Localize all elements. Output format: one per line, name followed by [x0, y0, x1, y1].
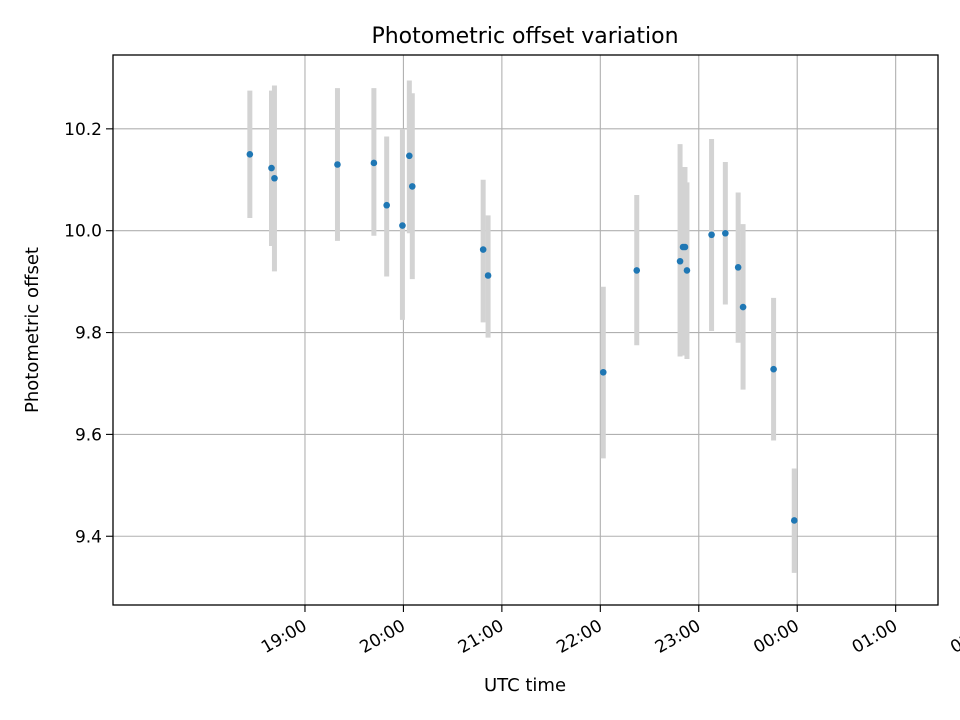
- data-point: [739, 303, 747, 311]
- data-point: [681, 243, 689, 251]
- data-point: [484, 272, 492, 279]
- data-point: [479, 246, 487, 253]
- data-point: [708, 231, 715, 239]
- data-point: [370, 159, 378, 167]
- x-tick-label: 23:00: [652, 616, 704, 658]
- data-point: [676, 257, 684, 265]
- data-point: [408, 183, 416, 190]
- data-point: [633, 267, 641, 274]
- data-point: [722, 229, 729, 237]
- data-point: [399, 222, 406, 229]
- x-axis-label: UTC time: [484, 675, 566, 696]
- y-tick-label: 9.8: [75, 324, 102, 344]
- y-axis-label: Photometric offset: [22, 247, 43, 413]
- data-point: [734, 264, 742, 271]
- y-axis-ticks: 9.4 9.6 9.8 10.0 10.2: [64, 120, 113, 547]
- data-point: [599, 368, 607, 376]
- x-tick-label: 01:00: [849, 616, 901, 658]
- y-tick-label: 10.0: [64, 222, 102, 242]
- x-tick-label: 22:00: [553, 616, 605, 658]
- y-tick-label: 10.2: [64, 120, 102, 140]
- data-point: [271, 174, 278, 182]
- chart-title: Photometric offset variation: [371, 24, 678, 49]
- data-point: [246, 151, 254, 158]
- data-point: [790, 517, 798, 524]
- data-point: [683, 267, 691, 274]
- data-point: [406, 152, 413, 160]
- x-tick-label: 21:00: [455, 616, 507, 658]
- data-point: [268, 164, 275, 172]
- data-point: [334, 161, 341, 168]
- plot-frame: [112, 54, 939, 606]
- grid-lines: [113, 55, 938, 605]
- data-points: [246, 151, 798, 524]
- x-tick-label: 00:00: [750, 616, 802, 658]
- y-tick-label: 9.4: [75, 527, 102, 547]
- x-tick-label: 19:00: [258, 616, 310, 658]
- y-tick-label: 9.6: [75, 425, 102, 445]
- x-tick-label: 02:00: [947, 616, 960, 658]
- x-axis-ticks: 19:00 20:00 21:00 22:00 23:00 00:00 01:00 02:00: [258, 605, 960, 658]
- data-point: [383, 201, 390, 209]
- x-tick-label: 20:00: [356, 616, 408, 658]
- data-point: [770, 365, 777, 373]
- error-bars: [247, 80, 797, 573]
